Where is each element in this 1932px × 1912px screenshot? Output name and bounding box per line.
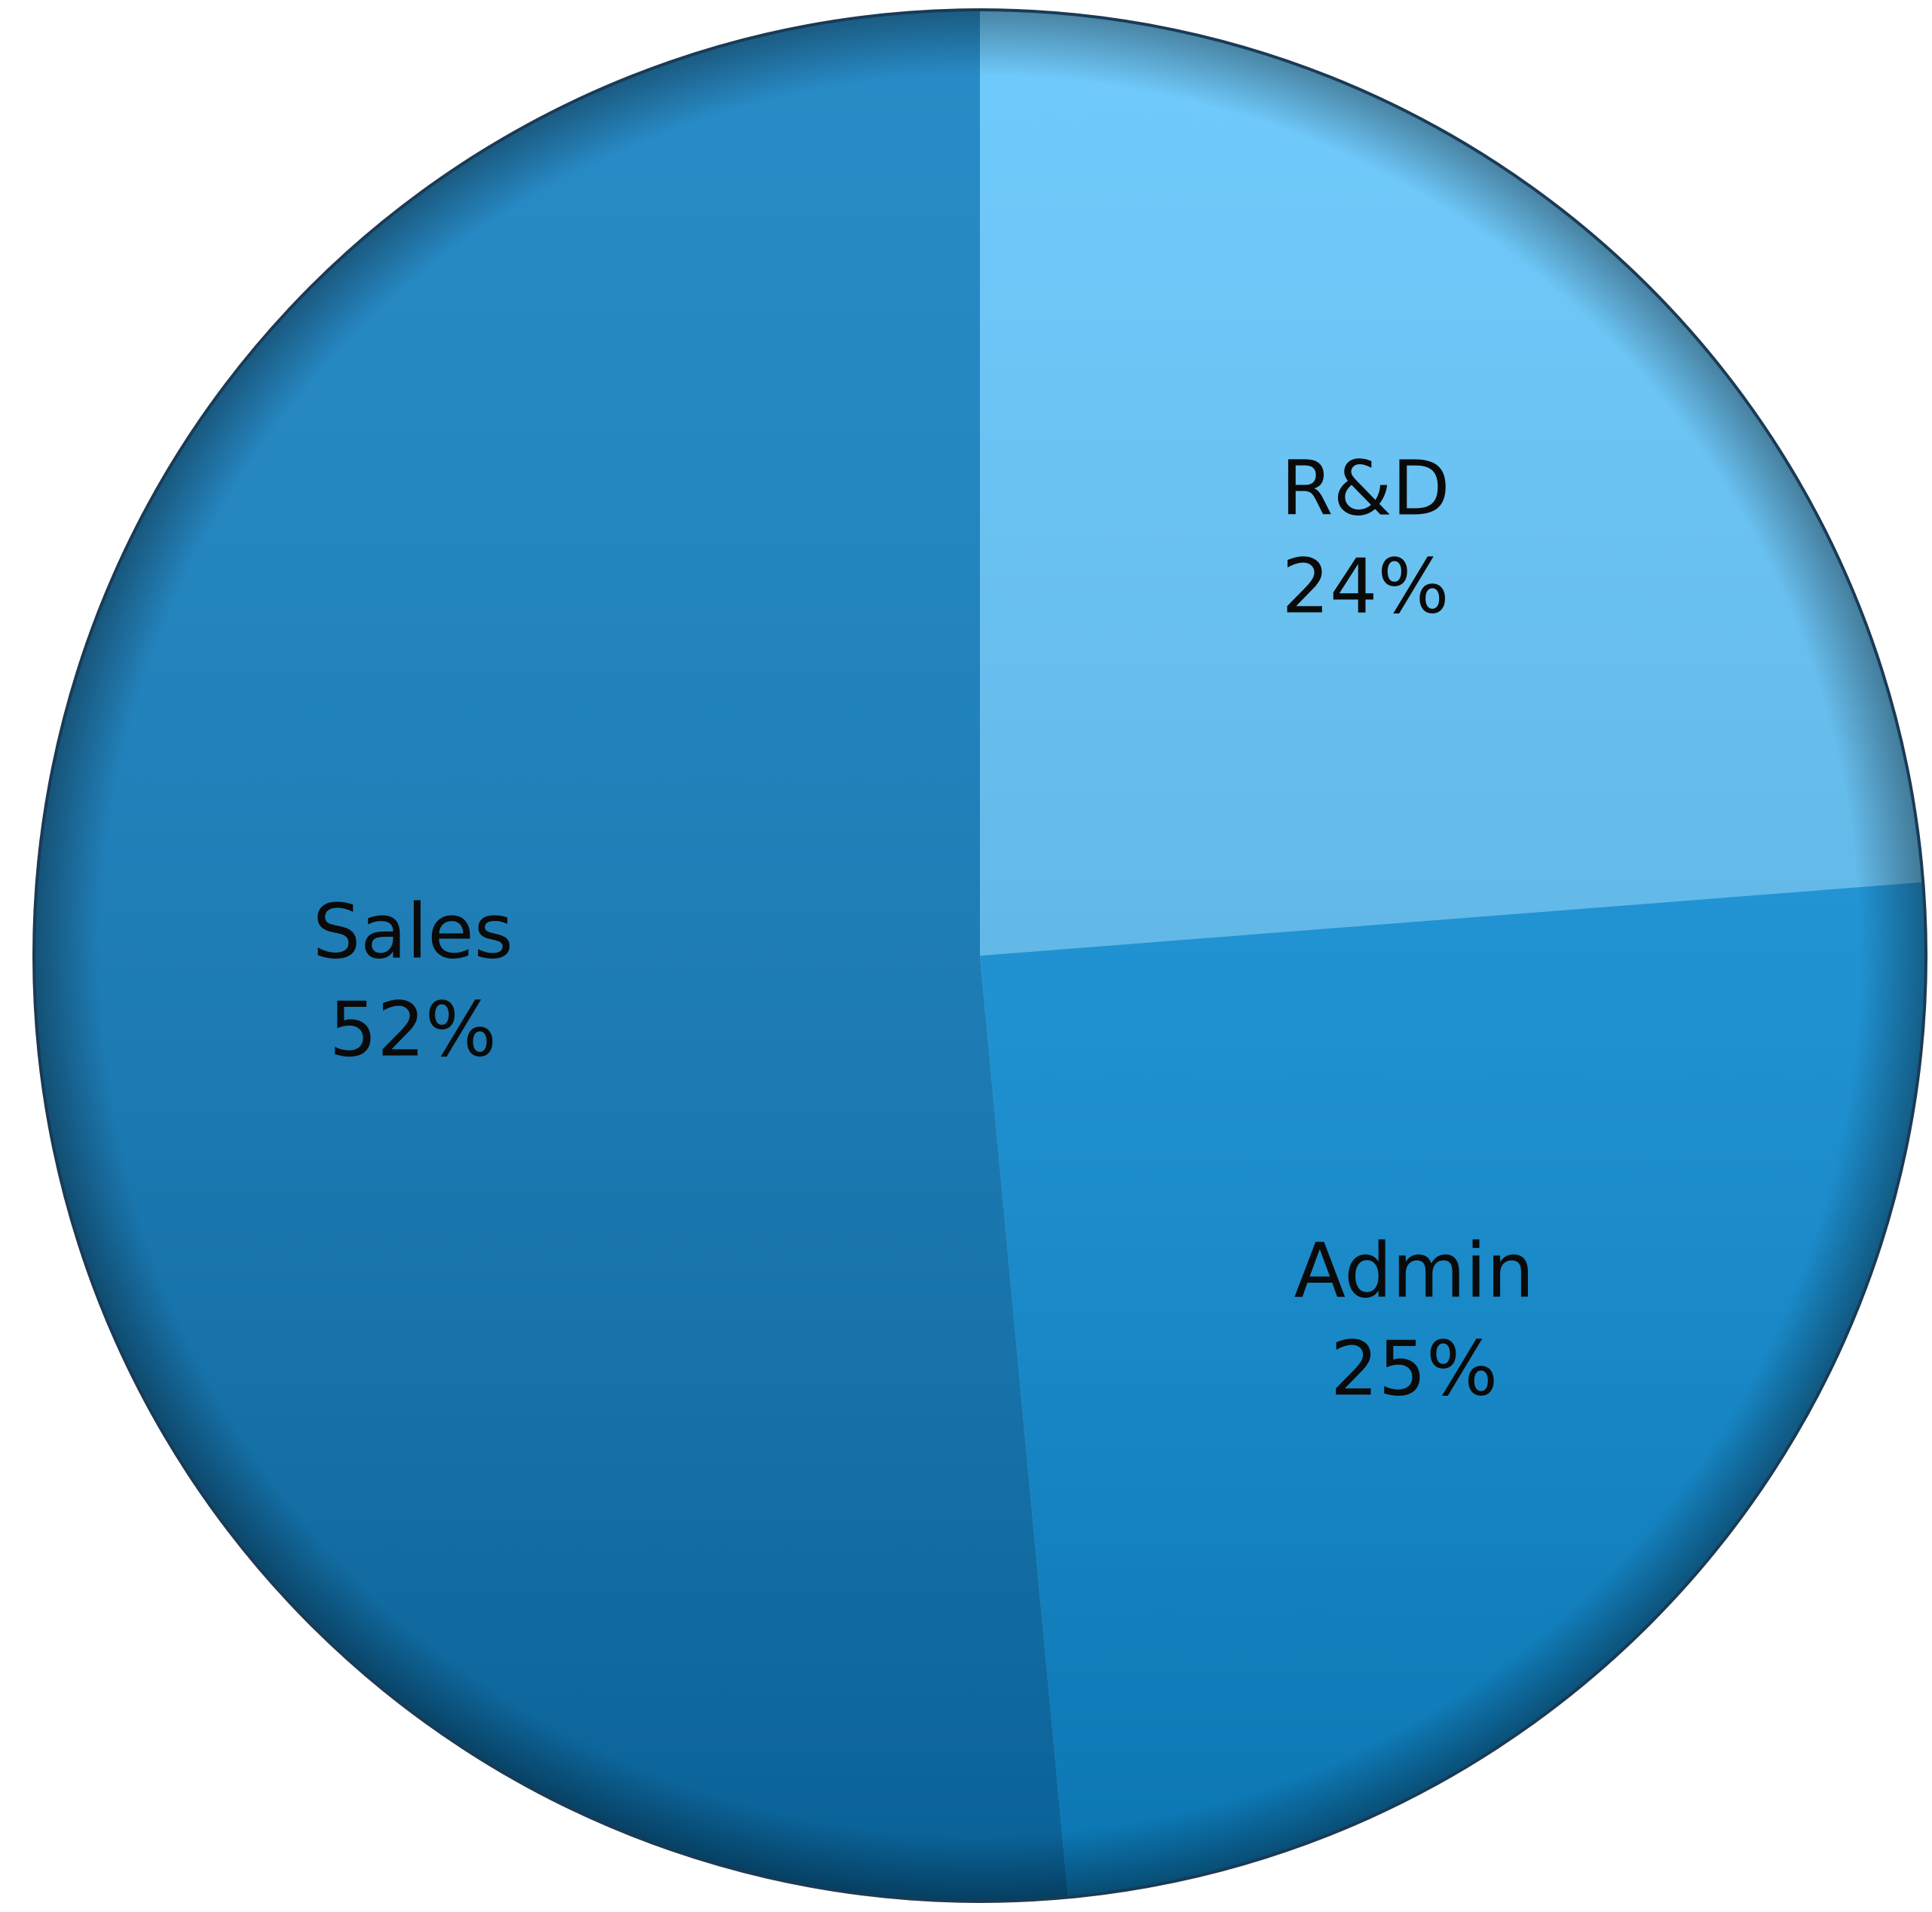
slice-label: R&D: [1281, 445, 1450, 533]
slice-value-label: 25%: [1330, 1324, 1498, 1412]
slice-label: Admin: [1294, 1226, 1535, 1314]
pie-slice: [34, 10, 1068, 1901]
slice-value-label: 52%: [329, 985, 497, 1073]
slice-label: Sales: [313, 887, 513, 975]
pie-slice: [980, 10, 1924, 956]
slice-value-label: 24%: [1281, 543, 1449, 631]
labels: R&D 24% Admin 25% Sales 52%: [313, 445, 1535, 1413]
